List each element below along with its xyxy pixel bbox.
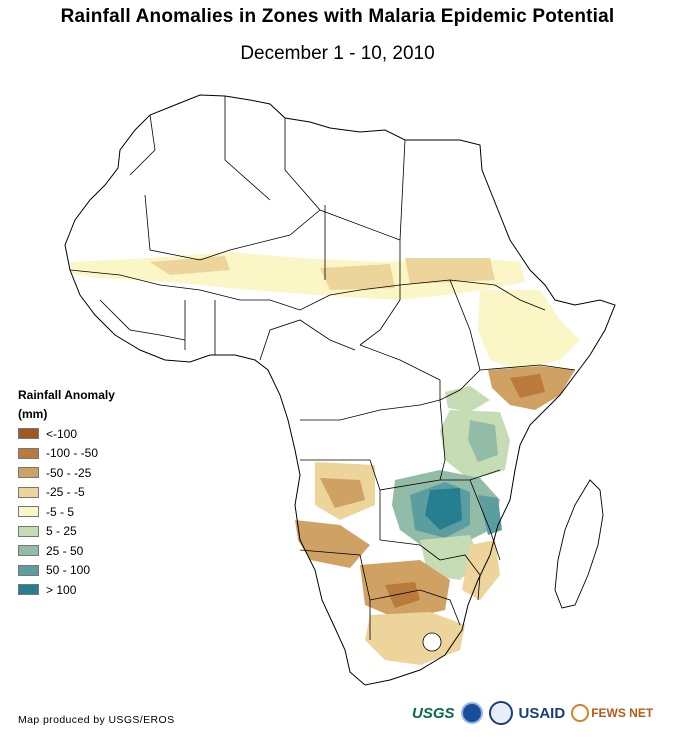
legend-item: <-100	[18, 424, 115, 444]
zone-kenya-core	[510, 374, 545, 398]
zone-zimbabwe	[420, 535, 480, 580]
legend-item: 50 - 100	[18, 561, 115, 581]
legend-swatch	[18, 486, 39, 498]
zone-southafrica	[365, 612, 465, 665]
legend-swatch	[18, 428, 39, 440]
legend-label: -25 - -5	[46, 485, 85, 500]
africa-coastline	[64, 94, 616, 686]
legend-swatch	[18, 545, 39, 557]
madagascar-outline	[554, 479, 604, 609]
legend-swatch	[18, 467, 39, 479]
legend-swatch	[18, 564, 39, 576]
legend: Rainfall Anomaly (mm) <-100 -100 - -50 -50…	[18, 386, 115, 600]
zone-botswana-core	[385, 582, 420, 608]
legend-item: 25 - 50	[18, 541, 115, 561]
legend-item: -50 - -25	[18, 463, 115, 483]
zone-zambia-peak	[425, 488, 462, 530]
legend-label: -50 - -25	[46, 465, 92, 480]
noaa-logo-icon	[460, 702, 483, 724]
legend-label: -5 - 5	[46, 504, 75, 519]
legend-swatch	[18, 584, 39, 596]
zone-ethiopia	[478, 290, 580, 370]
legend-item: -5 - 5	[18, 502, 115, 522]
legend-item: -100 - -50	[18, 444, 115, 464]
usaid-logo: USAID	[518, 704, 566, 722]
map-credit: Map produced by USGS/EROS	[18, 714, 175, 726]
legend-title: Rainfall Anomaly	[18, 388, 115, 402]
zone-sahel-sudan	[405, 258, 495, 284]
fews-circle-icon	[571, 704, 590, 722]
logo-strip: USGS USAID FEWS NET	[412, 700, 653, 726]
legend-swatch	[18, 525, 39, 537]
legend-label: 5 - 25	[46, 524, 77, 539]
zone-uganda	[445, 386, 490, 412]
zone-angola-core	[320, 478, 365, 508]
map-title: Rainfall Anomalies in Zones with Malaria…	[60, 6, 615, 27]
legend-swatch	[18, 506, 39, 518]
zone-malawi	[478, 495, 502, 535]
legend-label: > 100	[46, 582, 77, 597]
legend-label: 25 - 50	[46, 543, 84, 558]
usgs-logo: USGS	[412, 704, 455, 722]
legend-label: -100 - -50	[46, 446, 99, 461]
anomaly-zones	[70, 252, 580, 665]
legend-rows: <-100 -100 - -50 -50 - -25 -25 - -5 -5 - 5 5 …	[18, 424, 115, 600]
legend-item: > 100	[18, 580, 115, 600]
legend-label: 50 - 100	[46, 563, 91, 578]
country-borders	[69, 96, 576, 640]
zone-angola-south	[295, 520, 370, 568]
usaid-seal-icon	[488, 701, 513, 725]
legend-label: <-100	[46, 426, 78, 441]
legend-item: 5 - 25	[18, 522, 115, 542]
zone-sahel-chad	[320, 264, 395, 290]
lesotho-outline	[422, 632, 442, 652]
map-subtitle: December 1 - 10, 2010	[240, 43, 435, 64]
fews-logo: FEWS NET	[571, 704, 653, 722]
legend-item: -25 - -5	[18, 483, 115, 503]
fews-label: FEWS NET	[591, 706, 654, 720]
legend-swatch	[18, 447, 39, 459]
zone-tanzania-wet	[468, 420, 498, 462]
legend-unit: (mm)	[18, 407, 48, 421]
zone-sahel-mauritania	[150, 256, 230, 275]
